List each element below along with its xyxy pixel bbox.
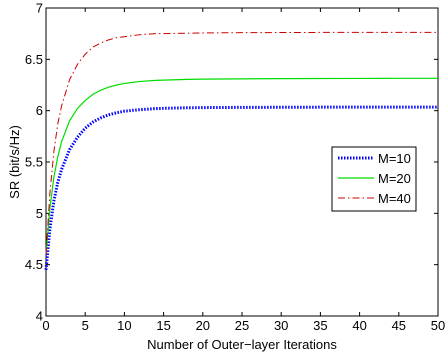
x-tick-label: 50 bbox=[431, 318, 445, 333]
legend-label-m40: M=40 bbox=[378, 191, 411, 206]
x-tick-label: 15 bbox=[156, 318, 170, 333]
legend-box bbox=[331, 146, 417, 212]
x-axis-label: Number of Outer−layer Iterations bbox=[147, 337, 337, 352]
axis-ticks bbox=[45, 7, 439, 317]
y-axis-label: SR (bit/s/Hz) bbox=[7, 125, 22, 199]
x-tick-label: 20 bbox=[196, 318, 210, 333]
y-tick-label: 4 bbox=[36, 309, 43, 324]
legend-label-m10: M=10 bbox=[378, 151, 411, 166]
series-line-m20 bbox=[45, 77, 438, 255]
x-tick-label: 5 bbox=[82, 318, 89, 333]
series-line-m10 bbox=[44, 105, 438, 270]
legend: M=10 M=20 M=40 bbox=[331, 146, 417, 212]
y-tick-label: 5.5 bbox=[25, 155, 43, 170]
x-tick-label: 10 bbox=[117, 318, 131, 333]
series-line-m40 bbox=[45, 31, 438, 255]
series-layer bbox=[44, 31, 438, 270]
x-tick-label: 0 bbox=[42, 318, 49, 333]
tick-labels: 0 5 10 15 20 25 30 35 40 45 50 4 4.5 5 5.5 6 6.5 7 bbox=[25, 1, 445, 334]
x-tick-label: 35 bbox=[313, 318, 327, 333]
x-tick-label: 40 bbox=[352, 318, 366, 333]
y-tick-label: 6 bbox=[36, 103, 43, 118]
x-tick-label: 45 bbox=[392, 318, 406, 333]
legend-label-m20: M=20 bbox=[378, 171, 411, 186]
x-tick-label: 30 bbox=[274, 318, 288, 333]
y-tick-label: 5 bbox=[36, 206, 43, 221]
y-tick-label: 4.5 bbox=[25, 257, 43, 272]
y-tick-label: 6.5 bbox=[25, 52, 43, 67]
y-tick-label: 7 bbox=[36, 1, 43, 16]
x-tick-label: 25 bbox=[235, 318, 249, 333]
